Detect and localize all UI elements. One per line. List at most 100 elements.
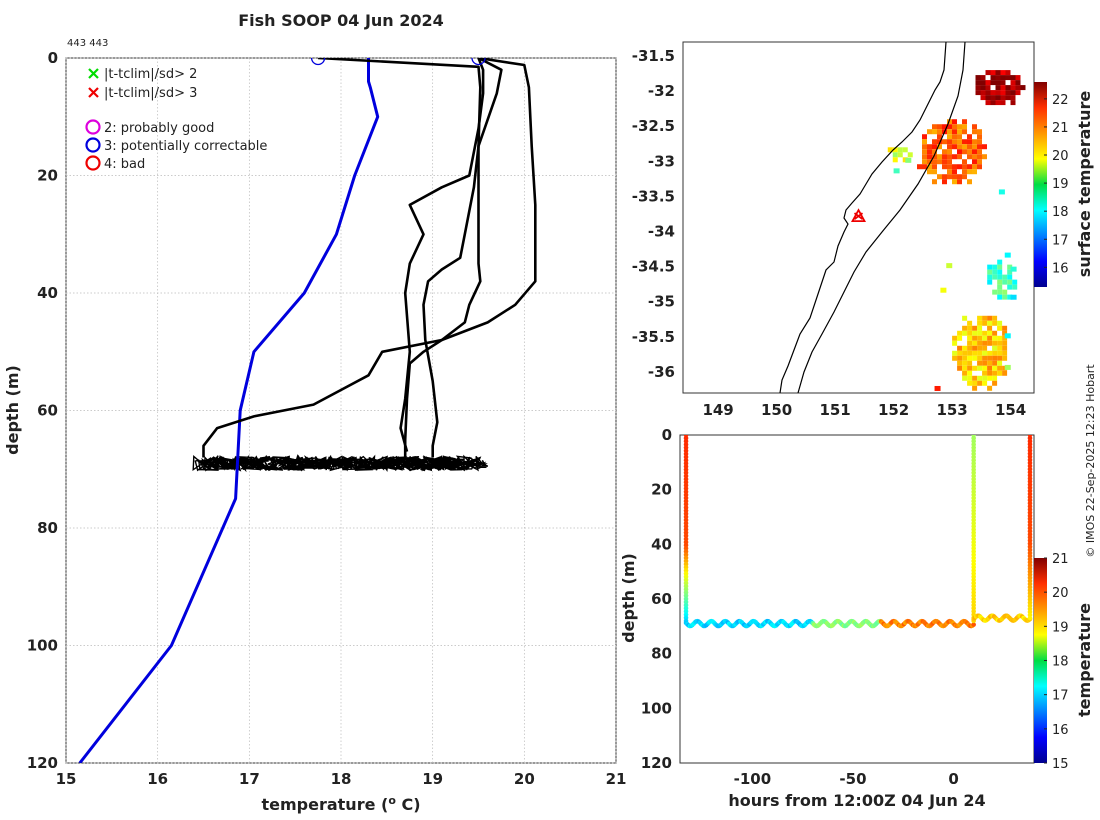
colorbar-tick-label: 16 <box>1052 723 1069 738</box>
cast-point <box>683 539 689 545</box>
cast-point <box>971 476 976 482</box>
cast-point <box>971 549 976 554</box>
cast-point <box>971 561 976 567</box>
credit-text: © IMOS 22-Sep-2025 12:23 Hobart <box>1084 364 1097 558</box>
sst-pixel <box>992 264 998 270</box>
sst-pixel <box>952 169 957 175</box>
sst-pixel <box>987 365 993 371</box>
sst-pixel <box>1002 370 1008 376</box>
tow-point <box>971 622 976 627</box>
sst-pixel <box>972 139 977 145</box>
sst-pixel <box>967 360 973 366</box>
sst-pixel <box>1002 345 1008 351</box>
sst-pixel <box>987 340 993 346</box>
sst-pixel <box>927 129 932 135</box>
sst-pixel <box>977 315 983 321</box>
chart-subtitle: 443 443 <box>67 38 108 49</box>
sst-pixel <box>982 340 988 346</box>
sst-pixel <box>972 169 977 175</box>
cast-point <box>683 527 689 532</box>
red-x-icon <box>88 87 99 98</box>
sst-pixel <box>992 350 998 356</box>
sst-pixel <box>997 360 1003 366</box>
sst-pixel <box>922 139 927 145</box>
sst-pixel <box>995 80 1001 86</box>
sst-pixel <box>992 274 998 280</box>
cast-point <box>971 473 976 479</box>
sst-pixel <box>902 147 908 153</box>
sst-pixel <box>977 350 983 356</box>
colorbar-tick-label: 19 <box>1052 620 1069 635</box>
sst-pixel <box>947 169 952 175</box>
sst-pixel <box>997 259 1003 265</box>
timeseries-colorbar-label: temperature <box>1075 603 1094 717</box>
sst-pixel <box>982 154 987 160</box>
sst-pixel <box>952 124 957 130</box>
cast-point <box>971 552 976 558</box>
cast-point <box>971 596 976 602</box>
cast-point <box>683 439 689 444</box>
sst-pixel <box>1007 269 1013 275</box>
cast-point <box>971 542 976 548</box>
sst-pixel <box>957 164 962 170</box>
sst-pixel <box>967 350 973 356</box>
sst-pixel <box>942 159 947 165</box>
sst-pixel <box>972 144 977 150</box>
sst-pixel <box>972 380 978 386</box>
map-y-tick-label: -36 <box>648 363 675 381</box>
cast-point <box>683 599 689 605</box>
cast-point <box>971 517 976 523</box>
sst-pixel <box>967 320 973 326</box>
sst-pixel <box>1002 274 1008 280</box>
cast-point <box>971 524 976 529</box>
sst-pixel <box>1005 70 1011 76</box>
legend-label: 3: potentially correctable <box>104 139 267 154</box>
sst-pixel <box>987 279 993 285</box>
timeseries-x-tick-label: -100 <box>734 770 772 788</box>
sst-pixel <box>1007 279 1013 285</box>
cast-point <box>683 479 689 485</box>
sst-pixel <box>1002 279 1008 285</box>
cast-point <box>683 536 689 542</box>
cast-point <box>683 580 689 586</box>
cast-point <box>971 457 976 463</box>
colorbar-tick-label: 18 <box>1052 205 1069 220</box>
sst-pixel <box>952 164 957 170</box>
coastline <box>779 42 947 393</box>
cast-point <box>971 479 976 485</box>
sst-pixel <box>1005 85 1011 91</box>
legend-item-flag2: 2: probably good <box>85 119 214 136</box>
sst-pixel <box>927 144 932 150</box>
cast-point <box>683 498 689 504</box>
sst-pixel <box>977 375 983 381</box>
cast-point <box>683 489 689 495</box>
cast-point <box>683 476 689 482</box>
timeseries-y-tick-label: 0 <box>662 426 672 444</box>
sst-pixel <box>977 154 982 160</box>
sst-pixel <box>937 124 942 130</box>
sst-pixel <box>957 345 963 351</box>
sst-pixel <box>952 335 958 341</box>
sst-pixel <box>972 164 977 170</box>
sst-pixel <box>982 320 988 326</box>
y-tick-label: 120 <box>27 754 58 772</box>
x-tick-label: 19 <box>422 770 443 788</box>
sst-pixel <box>962 174 967 180</box>
cast-point <box>971 568 976 573</box>
cast-point <box>683 483 689 488</box>
cast-point <box>971 536 976 542</box>
sst-pixel <box>982 144 987 150</box>
sst-pixel <box>947 149 952 155</box>
sst-pixel <box>897 147 903 153</box>
sst-pixel <box>987 269 993 275</box>
red-circle-icon <box>85 155 101 171</box>
cast-point <box>971 602 976 608</box>
sst-pixel <box>990 70 996 76</box>
timeseries-y-tick-label: 100 <box>641 699 672 717</box>
sst-pixel <box>1010 90 1016 96</box>
sst-pixel <box>977 159 982 165</box>
profile-y-tick-labels: 0 20 40 60 80 100 120 <box>27 49 58 772</box>
cast-point <box>683 609 689 614</box>
colorbar-tick-label: 22 <box>1052 93 1069 108</box>
